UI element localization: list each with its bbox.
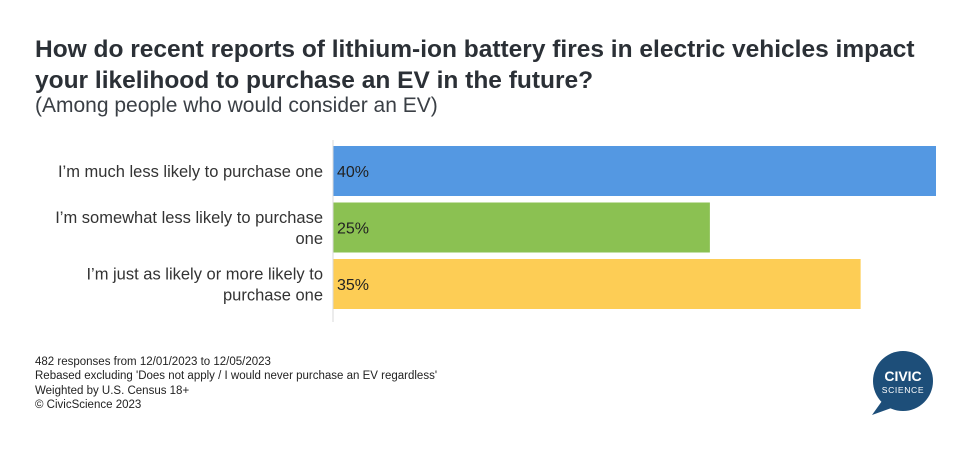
footnote-responses: 482 responses from 12/01/2023 to 12/05/2… [35, 356, 271, 368]
category-label-line: I’m much less likely to purchase one [58, 163, 323, 181]
chart-footnotes: 482 responses from 12/01/2023 to 12/05/2… [35, 355, 437, 413]
logo-text-science: SCIENCE [882, 385, 924, 395]
bar [333, 259, 861, 309]
category-label-line: purchase one [223, 287, 323, 305]
category-label-line: one [295, 230, 323, 248]
category-label: I’m much less likely to purchase one [58, 163, 323, 181]
footnote-copyright: © CivicScience 2023 [35, 399, 142, 412]
chart-subtitle: (Among people who would consider an EV) [35, 94, 438, 117]
category-label-line: I’m just as likely or more likely to [86, 266, 323, 284]
category-label: I’m just as likely or more likely to purc… [86, 266, 323, 305]
category-label-line: I’m somewhat less likely to purchase [55, 209, 323, 227]
bar-chart: 40% I’m much less likely to purchase one 2… [55, 140, 936, 322]
logo-speech-tail [872, 401, 894, 415]
logo-text-civic: CIVIC [884, 368, 921, 384]
civicscience-logo: CIVIC SCIENCE [872, 351, 933, 415]
category-label: I’m somewhat less likely to purchase one [55, 209, 323, 248]
footnote-rebased: Rebased excluding 'Does not apply / I wo… [35, 370, 438, 383]
logo-circle [873, 351, 933, 411]
bar [333, 146, 936, 196]
bar-value-label: 35% [337, 277, 369, 294]
bar [333, 202, 710, 253]
bar-value-label: 25% [337, 221, 369, 238]
footnote-weighting: Weighted by U.S. Census 18+ [35, 384, 190, 397]
chart-title: How do recent reports of lithium-ion bat… [35, 36, 915, 94]
bar-value-label: 40% [337, 164, 369, 181]
logo-badge-shape [872, 351, 933, 415]
